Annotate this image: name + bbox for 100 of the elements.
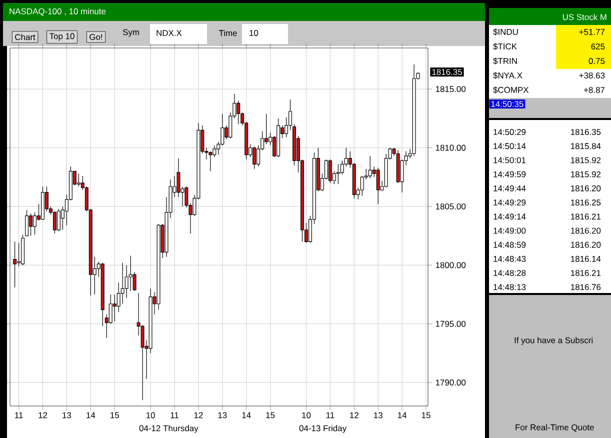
candlestick <box>132 272 136 292</box>
candlestick <box>52 210 56 234</box>
text: 14:48:13 <box>494 284 526 290</box>
text: 14:48:28 <box>494 270 526 276</box>
text: If you have a Subscri <box>514 337 593 345</box>
text: $TRIN <box>493 58 517 64</box>
candlestick <box>128 255 132 292</box>
text: 14:49:14 <box>494 214 526 220</box>
text: 1816.20 <box>571 242 601 248</box>
text: 1816.76 <box>571 284 601 290</box>
candlestick <box>252 146 256 170</box>
text: 14:49:29 <box>494 199 526 206</box>
text: 14:50:35 <box>491 100 524 107</box>
x-tick-label: 13 <box>62 412 72 418</box>
candlestick <box>340 160 344 176</box>
candlestick <box>140 324 144 400</box>
text: +38.63 <box>579 72 605 78</box>
text: 0.75 <box>588 58 605 64</box>
y-tick-label: 1815.00 <box>436 86 466 92</box>
text: Top 10 <box>49 33 74 41</box>
candlestick <box>176 158 180 198</box>
x-tick-label: 10 <box>302 412 311 418</box>
candlestick <box>33 212 36 235</box>
text: $COMPX <box>493 86 529 94</box>
text: 1816.20 <box>571 228 601 234</box>
text: Time <box>218 30 237 36</box>
text: NDX.X <box>156 30 182 36</box>
candlestick <box>220 113 224 146</box>
candlestick <box>288 99 292 130</box>
text: 14:49:59 <box>494 171 526 178</box>
text: 1816.14 <box>571 256 601 262</box>
text: 1815.92 <box>571 157 601 164</box>
text: $NYA.X <box>493 72 522 79</box>
text: 1816.25 <box>571 199 601 206</box>
x-tick-label: 15 <box>422 412 430 418</box>
text: 14:48:59 <box>494 242 526 248</box>
candlestick <box>376 167 380 204</box>
text: 14:50:29 <box>494 128 526 135</box>
candlestick <box>236 100 240 125</box>
x-tick-label: 11 <box>170 412 178 418</box>
candlestick <box>360 176 364 196</box>
y-tick-label: 1805.00 <box>436 203 466 210</box>
chart-title: NASDAQ-100 , 10 minute <box>10 8 106 16</box>
x-tick-label: 10 <box>146 412 155 418</box>
x-tick-label: 11 <box>15 412 23 418</box>
x-tick-label: 12 <box>194 412 203 418</box>
candlestick <box>328 159 332 184</box>
x-tick-label: 14 <box>242 412 251 418</box>
x-tick-label: 13 <box>218 412 227 418</box>
text: 1815.84 <box>571 143 601 150</box>
x-tick-label: 13 <box>374 412 382 418</box>
candlestick <box>25 210 29 236</box>
text: 14:49:00 <box>494 228 526 234</box>
candlestick <box>56 208 60 232</box>
candlestick <box>108 294 112 324</box>
text: US Stock M <box>562 14 606 20</box>
x-tick-label: 15 <box>266 412 275 418</box>
text: 14:49:44 <box>494 185 526 192</box>
text: 1816.35 <box>571 128 601 135</box>
candlestick <box>120 262 124 304</box>
y-tick-label: 1800.00 <box>436 262 466 268</box>
x-tick-label: 12 <box>38 412 48 418</box>
text: 1815.92 <box>571 171 601 178</box>
candlestick <box>29 213 33 236</box>
text: 625 <box>591 44 605 50</box>
text: 14:50:01 <box>494 157 526 164</box>
text: Go! <box>90 34 102 40</box>
y-tick-label: 1795.00 <box>436 320 466 327</box>
text: 1816.21 <box>571 214 601 220</box>
y-tick-label: 1790.00 <box>436 380 466 386</box>
candlestick <box>112 294 116 322</box>
x-tick-label: 12 <box>350 412 358 418</box>
text: $TICK <box>493 43 517 50</box>
x-tick-label: 14 <box>398 412 407 418</box>
text: Chart <box>15 34 36 40</box>
text: 14:48:43 <box>494 256 526 262</box>
candlestick <box>124 264 128 298</box>
x-tick-label: 15 <box>110 412 119 418</box>
candlestick <box>212 145 216 158</box>
text: 1816.20 <box>571 185 601 192</box>
text: 1816.35 <box>432 69 462 75</box>
x-tick-label: 14 <box>86 412 96 418</box>
y-tick-label: 1810.00 <box>436 144 466 151</box>
text: 04-12 Thursday <box>139 425 198 433</box>
candlestick <box>336 164 340 184</box>
text: For Real-Time Quote <box>516 424 594 432</box>
candlestick <box>368 156 372 179</box>
text: 14:50:14 <box>494 143 526 150</box>
candlestick <box>208 150 212 172</box>
text: 04-13 Friday <box>299 425 347 433</box>
candlestick <box>76 173 80 187</box>
x-tick-label: 11 <box>326 412 334 418</box>
candlestick <box>116 282 120 312</box>
text: 10 <box>250 30 258 36</box>
text: $INDU <box>493 28 518 36</box>
text: +51.77 <box>579 29 605 35</box>
text: 1816.21 <box>571 270 601 276</box>
candlestick <box>13 241 17 288</box>
text: Sym <box>122 29 139 37</box>
text: +8.87 <box>584 87 605 93</box>
